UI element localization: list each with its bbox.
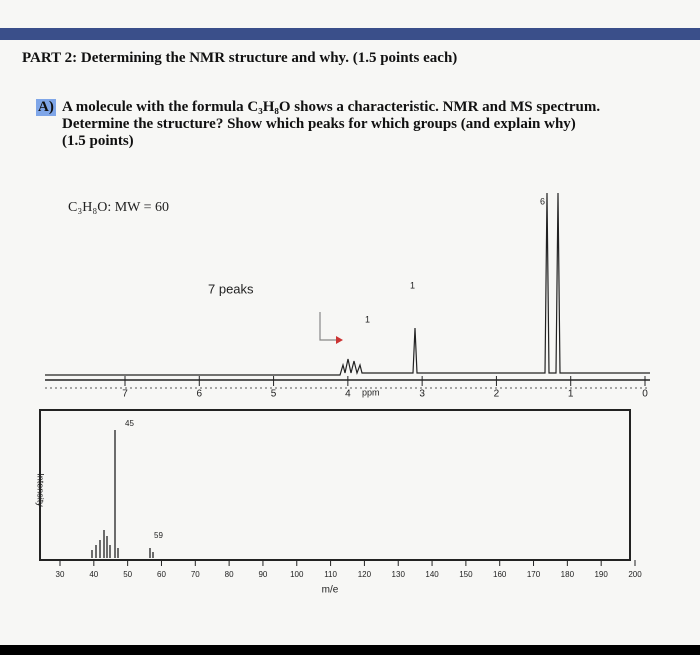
nmr-tick-label: 7 [122, 389, 128, 400]
ms-tick-label: 60 [157, 570, 166, 579]
ms-frame [39, 409, 631, 561]
part-title: PART 2: Determining the NMR structure an… [22, 50, 458, 66]
ms-tick-label: 150 [459, 570, 473, 579]
integration: 1 [365, 314, 370, 324]
question-text: A molecule with the formula C₃H₈O shows … [62, 99, 601, 149]
ms-tick-label: 110 [324, 570, 337, 579]
nmr-trace [45, 192, 650, 376]
ms-tick-label: 160 [493, 570, 507, 579]
ms-tick-label: 80 [225, 570, 234, 579]
bottom-edge [0, 645, 700, 655]
ms-tick-label: 200 [628, 570, 642, 579]
ms-tick-label: 190 [594, 570, 608, 579]
arrow [319, 312, 336, 341]
ms-tick-label: 120 [358, 570, 372, 579]
integration: 6 [540, 196, 545, 206]
ms-tick-label: 170 [527, 570, 541, 579]
ms-x-label: m/e [322, 585, 339, 596]
nmr-tick-label: 3 [419, 389, 425, 400]
nmr-axis-label: ppm [362, 387, 380, 397]
ms-y-label: Intensity [36, 473, 46, 507]
ms-tick-label: 140 [425, 570, 439, 579]
ms-tick-label: 130 [392, 570, 406, 579]
nmr-tick-label: 4 [345, 389, 351, 400]
ms-peak-label: 59 [154, 531, 163, 540]
ms-peaks [91, 430, 154, 558]
top-strip [0, 28, 700, 40]
ms-tick-label: 180 [561, 570, 575, 579]
nmr-tick-label: 6 [197, 389, 203, 400]
arrow-head [336, 336, 343, 344]
ms-peak-label: 45 [125, 419, 134, 428]
question-label: A) [36, 99, 56, 116]
ms-tick-label: 90 [258, 570, 267, 579]
ms-tick-label: 50 [123, 570, 132, 579]
nmr-annotation: 7 peaks [208, 281, 254, 296]
nmr-tick-label: 1 [568, 389, 574, 400]
ms-tick-label: 40 [89, 570, 98, 579]
nmr-tick-label: 0 [642, 389, 648, 400]
nmr-tick-label: 5 [271, 389, 277, 400]
integration: 1 [410, 280, 415, 290]
nmr-formula: C₃H₈O: MW = 60 [68, 200, 169, 215]
ms-tick-label: 30 [56, 570, 65, 579]
ms-tick-label: 100 [290, 570, 304, 579]
ms-tick-label: 70 [191, 570, 200, 579]
nmr-tick-label: 2 [494, 389, 500, 400]
